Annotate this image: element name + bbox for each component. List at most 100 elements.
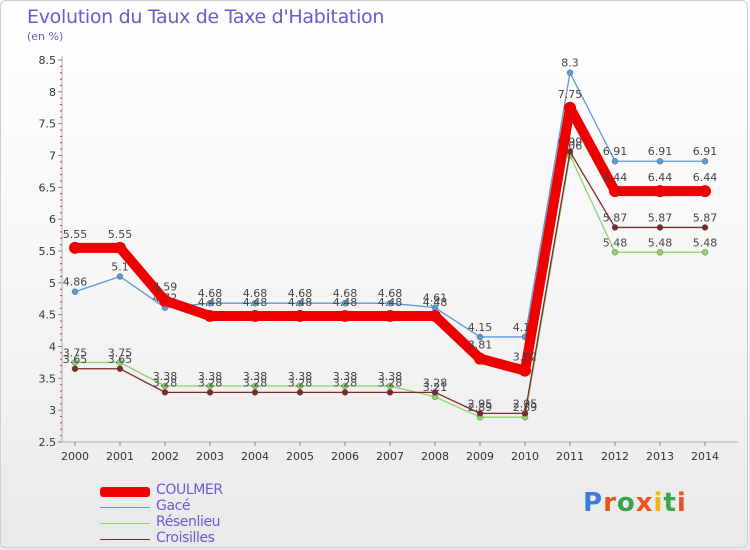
data-label-gace: 5.1 [111, 260, 129, 273]
data-label-gace: 6.91 [648, 145, 673, 158]
data-label-croisilles: 3.65 [108, 353, 133, 366]
y-tick-label: 2.5 [39, 436, 57, 449]
data-point-croisilles [611, 224, 619, 231]
data-point-resenlieu [206, 382, 214, 390]
data-label-gace: 4.15 [468, 321, 493, 334]
data-point-resenlieu [611, 249, 619, 256]
data-point-gace [296, 300, 304, 307]
logo-letter: i [676, 488, 687, 518]
data-point-resenlieu [251, 382, 259, 390]
data-point-croisilles [521, 410, 529, 417]
data-point-resenlieu [161, 382, 169, 390]
x-tick-label: 2009 [466, 450, 494, 463]
data-label-gace: 6.91 [693, 145, 718, 158]
x-tick-label: 2014 [691, 450, 719, 463]
data-label-resenlieu: 2.89 [513, 401, 538, 414]
data-label-coulmer: 6.44 [603, 171, 628, 184]
data-point-gace [611, 158, 619, 165]
data-point-croisilles [161, 389, 169, 396]
data-point-gace [116, 273, 124, 280]
y-tick-label: 5.5 [39, 245, 57, 258]
data-point-resenlieu [341, 382, 349, 390]
data-label-coulmer: 4.48 [288, 296, 313, 309]
x-tick-label: 2013 [646, 450, 674, 463]
data-point-coulmer [519, 364, 531, 377]
y-tick-label: 3.5 [39, 372, 57, 385]
data-point-gace [656, 158, 664, 165]
x-tick-label: 2000 [61, 450, 89, 463]
data-label-resenlieu: 3.38 [333, 370, 358, 383]
data-point-gace [386, 300, 394, 307]
y-tick-label: 4 [49, 341, 56, 354]
data-point-croisilles [296, 389, 304, 396]
x-tick-label: 2008 [421, 450, 449, 463]
y-tick-label: 7.5 [39, 118, 57, 131]
y-tick-label: 5 [49, 277, 56, 290]
data-point-gace [701, 158, 709, 165]
data-label-croisilles: 5.87 [693, 211, 718, 224]
y-tick-label: 8 [49, 86, 56, 99]
y-tick-label: 6.5 [39, 181, 57, 194]
data-point-croisilles [656, 224, 664, 231]
data-label-coulmer: 7.75 [558, 88, 583, 101]
y-tick-label: 6 [49, 213, 56, 226]
legend-item-coulmer: COULMER [100, 482, 360, 500]
data-label-croisilles: 2.95 [468, 397, 493, 410]
data-label-croisilles: 3.28 [378, 376, 403, 389]
legend-item-resenlieu: Résenlieu [100, 514, 360, 532]
x-tick-label: 2004 [241, 450, 269, 463]
data-label-gace: 8.3 [561, 57, 579, 70]
data-point-coulmer [609, 185, 621, 198]
data-label-coulmer: 6.44 [693, 171, 718, 184]
chart-subtitle: (en %) [27, 30, 64, 43]
data-label-coulmer: 4.48 [243, 296, 268, 309]
legend-swatch-resenlieu [100, 523, 150, 524]
x-tick-label: 2012 [601, 450, 629, 463]
legend: COULMER Gacé Résenlieu Croisilles [100, 482, 360, 548]
x-tick-label: 2010 [511, 450, 539, 463]
data-label-gace: 4.68 [243, 287, 268, 300]
data-point-croisilles [341, 389, 349, 396]
data-point-gace [566, 69, 574, 76]
x-tick-label: 2002 [151, 450, 179, 463]
data-point-gace [251, 300, 259, 307]
data-point-gace [71, 288, 79, 295]
y-tick-label: 7 [49, 150, 56, 163]
data-point-croisilles [116, 365, 124, 372]
data-label-resenlieu: 3.75 [63, 346, 88, 359]
data-point-resenlieu [656, 249, 664, 256]
data-label-resenlieu: 3.38 [378, 370, 403, 383]
data-label-coulmer: 6.44 [648, 171, 673, 184]
data-point-croisilles [251, 389, 259, 396]
data-point-coulmer [654, 185, 666, 198]
data-point-gace [476, 333, 484, 341]
data-label-resenlieu: 3.38 [153, 370, 178, 383]
data-label-croisilles: 3.28 [333, 376, 358, 389]
proxiti-logo: Proxiti [583, 488, 687, 518]
data-point-resenlieu [386, 382, 394, 390]
data-point-coulmer [204, 309, 216, 322]
data-label-croisilles: 2.95 [513, 397, 538, 410]
x-tick-label: 2005 [286, 450, 314, 463]
data-point-coulmer [159, 294, 171, 307]
chart-title: Evolution du Taux de Taxe d'Habitation [27, 6, 385, 28]
data-label-gace: 4.68 [288, 287, 313, 300]
legend-label-croisilles: Croisilles [156, 530, 215, 546]
data-point-croisilles [476, 410, 484, 417]
data-label-croisilles: 3.65 [63, 353, 88, 366]
data-label-croisilles: 3.28 [198, 376, 223, 389]
data-label-resenlieu: 3.38 [198, 370, 223, 383]
data-label-coulmer: 3.81 [468, 339, 493, 352]
data-label-resenlieu: 3.38 [243, 370, 268, 383]
data-label-resenlieu: 5.48 [693, 236, 718, 249]
data-point-coulmer [429, 309, 441, 322]
data-point-coulmer [384, 309, 396, 322]
logo-letter: i [653, 488, 664, 518]
data-label-croisilles: 5.87 [648, 211, 673, 224]
x-tick-label: 2001 [106, 450, 134, 463]
logo-letter: r [603, 488, 617, 518]
legend-swatch-gace [100, 507, 150, 508]
data-label-coulmer: 4.48 [378, 296, 403, 309]
data-label-coulmer: 4.48 [423, 296, 448, 309]
